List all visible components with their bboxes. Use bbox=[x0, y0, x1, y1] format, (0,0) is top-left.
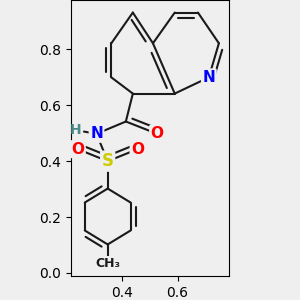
Text: S: S bbox=[102, 152, 114, 170]
Text: N: N bbox=[202, 70, 215, 85]
Text: O: O bbox=[131, 142, 144, 157]
Text: O: O bbox=[71, 142, 84, 157]
Text: N: N bbox=[90, 126, 103, 141]
Text: H: H bbox=[70, 123, 81, 136]
Text: CH₃: CH₃ bbox=[95, 257, 120, 270]
Text: O: O bbox=[151, 126, 164, 141]
